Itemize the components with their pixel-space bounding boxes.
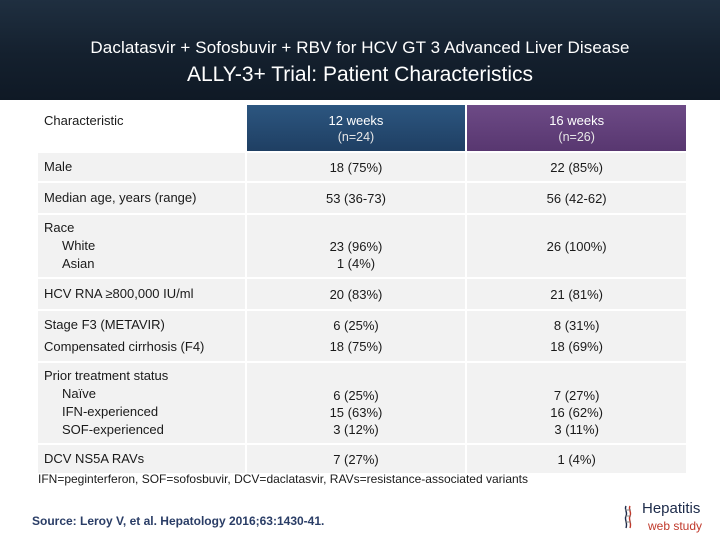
abbreviations-footnote: IFN=peginterferon, SOF=sofosbuvir, DCV=d… (38, 472, 529, 486)
table-row: Prior treatment status Naïve IFN-experie… (38, 361, 686, 443)
table-row: Race White Asian 23 (96%) 1 (4%) 26 (100… (38, 213, 686, 277)
cell-value: 1 (4%) (557, 451, 596, 467)
cell-value: 53 (36-73) (325, 190, 386, 206)
column-header-characteristic: Characteristic (38, 105, 245, 151)
cell-value: 18 (75%) (329, 159, 383, 175)
cell-16-weeks: 56 (42-62) (465, 181, 686, 213)
hepatitis-logo-icon (612, 502, 642, 532)
row-sublabel-text: SOF-experienced (62, 422, 164, 437)
cell-value: 6 (25%) (333, 318, 379, 333)
cell-value: 15 (63%) (329, 404, 383, 420)
column-header-12-weeks: 12 weeks (n=24) (244, 105, 466, 151)
row-label-text: Stage F3 (METAVIR) (44, 317, 165, 332)
hepatitis-web-study-logo: Hepatitis web study (612, 500, 712, 534)
cell-value: 21 (81%) (550, 286, 604, 302)
cell-16-weeks: 26 (100%) (465, 213, 686, 277)
table-row: HCV RNA ≥800,000 IU/ml 20 (83%) 21 (81%) (38, 277, 686, 309)
cell-16-weeks: 8 (31%) 18 (69%) (465, 309, 686, 361)
column-header-16-weeks: 16 weeks (n=26) (465, 105, 686, 151)
characteristics-table: Characteristic 12 weeks (n=24) 16 weeks … (38, 105, 686, 473)
cell-value: 18 (69%) (550, 339, 604, 354)
row-sublabel-text: White (62, 238, 96, 253)
row-label-text: DCV NS5A RAVs (44, 451, 145, 466)
table-row: Stage F3 (METAVIR) Compensated cirrhosis… (38, 309, 686, 361)
cell-value: 7 (27%) (333, 451, 379, 467)
table-row: Median age, years (range) 53 (36-73) 56 … (38, 181, 686, 213)
row-label: Race White Asian (38, 213, 245, 277)
cell-value: 8 (31%) (553, 318, 600, 333)
cell-12-weeks: 7 (27%) (244, 443, 466, 473)
cell-16-weeks: 1 (4%) (465, 443, 686, 473)
source-citation: Source: Leroy V, et al. Hepatology 2016;… (32, 514, 325, 528)
row-label: Prior treatment status Naïve IFN-experie… (38, 361, 245, 443)
cell-value: 20 (83%) (329, 286, 383, 302)
cell-12-weeks: 20 (83%) (244, 277, 466, 309)
column-header-16-weeks-label: 16 weeks (549, 112, 605, 128)
cell-value: 3 (12%) (333, 421, 379, 437)
cell-value: 18 (75%) (329, 339, 383, 354)
table-row: DCV NS5A RAVs 7 (27%) 1 (4%) (38, 443, 686, 473)
logo-name: Hepatitis (642, 500, 701, 517)
cell-16-weeks: 7 (27%) 16 (62%) 3 (11%) (465, 361, 686, 443)
table-header-row: Characteristic 12 weeks (n=24) 16 weeks … (38, 105, 686, 151)
row-label: HCV RNA ≥800,000 IU/ml (38, 277, 245, 309)
slide-header: Daclatasvir + Sofosbuvir + RBV for HCV G… (0, 0, 720, 100)
cell-12-weeks: 53 (36-73) (244, 181, 466, 213)
cell-value: 22 (85%) (550, 159, 604, 175)
cell-value: 7 (27%) (553, 387, 600, 403)
column-header-16-weeks-n: (n=26) (558, 129, 595, 144)
row-label-text: HCV RNA ≥800,000 IU/ml (44, 286, 194, 301)
row-label: Stage F3 (METAVIR) Compensated cirrhosis… (38, 309, 245, 361)
row-label: DCV NS5A RAVs (38, 443, 245, 473)
cell-value: 26 (100%) (546, 238, 607, 254)
slide-subtitle: ALLY-3+ Trial: Patient Characteristics (186, 63, 534, 86)
cell-16-weeks: 21 (81%) (465, 277, 686, 309)
row-label-text: Male (44, 159, 73, 174)
row-label-text: Prior treatment status (44, 368, 169, 383)
row-sublabel-text: IFN-experienced (62, 404, 159, 419)
cell-16-weeks: 22 (85%) (465, 151, 686, 181)
cell-value: 23 (96%) (329, 239, 383, 254)
table-row: Male 18 (75%) 22 (85%) (38, 151, 686, 181)
cell-12-weeks: 6 (25%) 15 (63%) 3 (12%) (244, 361, 466, 443)
cell-value: 1 (4%) (336, 256, 376, 271)
cell-value: 6 (25%) (333, 387, 379, 403)
slide-title: Daclatasvir + Sofosbuvir + RBV for HCV G… (90, 38, 630, 57)
row-sublabel-text: Asian (62, 256, 95, 271)
logo-tagline: web study (648, 519, 703, 533)
cell-12-weeks: 6 (25%) 18 (75%) (244, 309, 466, 361)
cell-value: 16 (62%) (550, 404, 604, 420)
row-label-text: Race (44, 220, 75, 235)
column-header-12-weeks-label: 12 weeks (328, 112, 384, 128)
cell-12-weeks: 23 (96%) 1 (4%) (244, 213, 466, 277)
row-label: Median age, years (range) (38, 181, 245, 213)
column-header-12-weeks-n: (n=24) (337, 129, 375, 144)
cell-value: 56 (42-62) (546, 190, 607, 206)
row-label: Male (38, 151, 245, 181)
cell-value: 3 (11%) (554, 421, 599, 437)
row-label-text: Compensated cirrhosis (F4) (44, 339, 205, 354)
row-label-text: Median age, years (range) (44, 190, 197, 205)
row-sublabel-text: Naïve (62, 386, 96, 401)
cell-12-weeks: 18 (75%) (244, 151, 466, 181)
